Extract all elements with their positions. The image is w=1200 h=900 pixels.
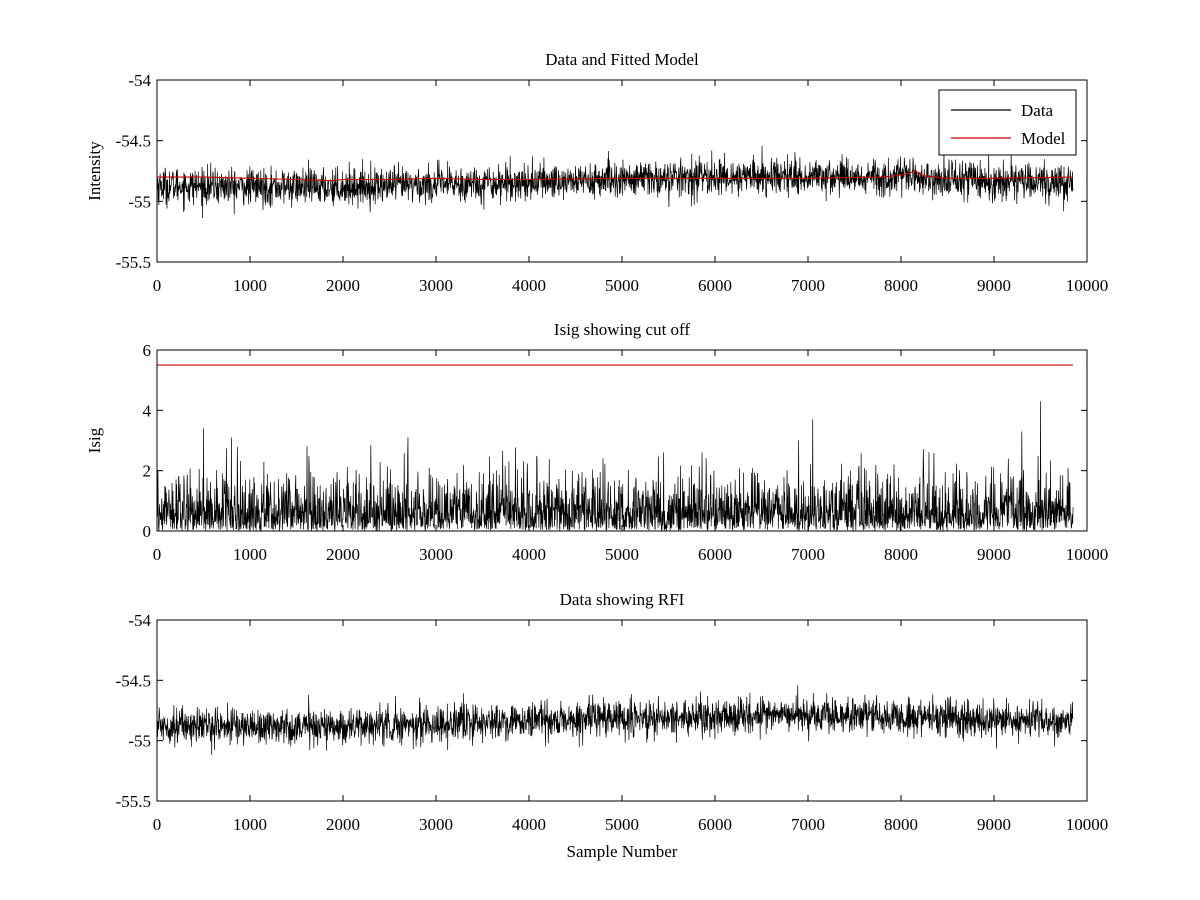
y-tick-label: -54 [128,71,151,90]
y-tick-label: -55.5 [116,792,151,811]
plot-area [157,145,1074,218]
series-line-model [157,170,1074,182]
y-tick-label: -54 [128,611,151,630]
y-tick-label: 0 [143,522,152,541]
y-tick-label: -54.5 [116,671,151,690]
chart-title: Data and Fitted Model [545,50,699,69]
x-tick-label: 3000 [419,276,453,295]
x-tick-label: 6000 [698,545,732,564]
subplot-3: 0 1000 2000 3000 4000 5000 6000 7000 8000 9000 100… [116,590,1109,861]
x-tick-label: 2000 [326,276,360,295]
x-tick-label: 10000 [1066,276,1109,295]
legend-box [938,89,1077,156]
series-line-data [157,145,1074,218]
subplot-1: 0 1000 2000 3000 4000 5000 6000 7000 8000 9000 100… [85,50,1108,295]
x-tick-label: 3000 [419,545,453,564]
y-tick-label: 6 [143,341,152,360]
x-tick-label: 0 [153,276,162,295]
legend: Data Model [938,89,1077,156]
x-tick-label: 2000 [326,815,360,834]
x-tick-label: 6000 [698,276,732,295]
x-tick-label: 1000 [233,545,267,564]
x-tick-label: 7000 [791,545,825,564]
x-tick-label: 4000 [512,545,546,564]
y-tick-label: -55.5 [116,253,151,272]
chart-title: Isig showing cut off [554,320,690,339]
x-axis-label: Sample Number [567,842,678,861]
y-axis-label: Isig [85,427,104,453]
x-tick-label: 5000 [605,276,639,295]
y-tick-label: -54.5 [116,132,151,151]
x-tick-label: 8000 [884,545,918,564]
x-tick-label: 7000 [791,276,825,295]
x-tick-label: 0 [153,815,162,834]
legend-label-model: Model [1021,129,1066,148]
x-tick-label: 4000 [512,276,546,295]
x-tick-label: 9000 [977,815,1011,834]
y-tick-label: -55 [128,732,151,751]
x-tick-label: 3000 [419,815,453,834]
plot-area [157,685,1074,755]
x-tick-label: 7000 [791,815,825,834]
x-tick-label: 5000 [605,815,639,834]
x-tick-label: 10000 [1066,815,1109,834]
plot-area [157,364,1074,531]
x-tick-label: 6000 [698,815,732,834]
y-axis-label: Intensity [85,141,104,201]
x-tick-label: 9000 [977,545,1011,564]
chart-title: Data showing RFI [560,590,685,609]
y-tick-label: 4 [143,401,152,420]
y-tick-label: 2 [143,462,152,481]
x-tick-label: 9000 [977,276,1011,295]
x-tick-label: 10000 [1066,545,1109,564]
x-tick-label: 1000 [233,276,267,295]
x-tick-label: 2000 [326,545,360,564]
series-line-data [157,685,1074,755]
series-line-isig [157,401,1074,531]
x-tick-label: 8000 [884,276,918,295]
x-tick-label: 0 [153,545,162,564]
x-tick-label: 4000 [512,815,546,834]
x-tick-label: 5000 [605,545,639,564]
y-tick-label: -55 [128,192,151,211]
subplot-2: 0 1000 2000 3000 4000 5000 6000 7000 8000 9000 100… [85,320,1108,564]
x-tick-label: 1000 [233,815,267,834]
x-tick-label: 8000 [884,815,918,834]
legend-label-data: Data [1021,101,1054,120]
